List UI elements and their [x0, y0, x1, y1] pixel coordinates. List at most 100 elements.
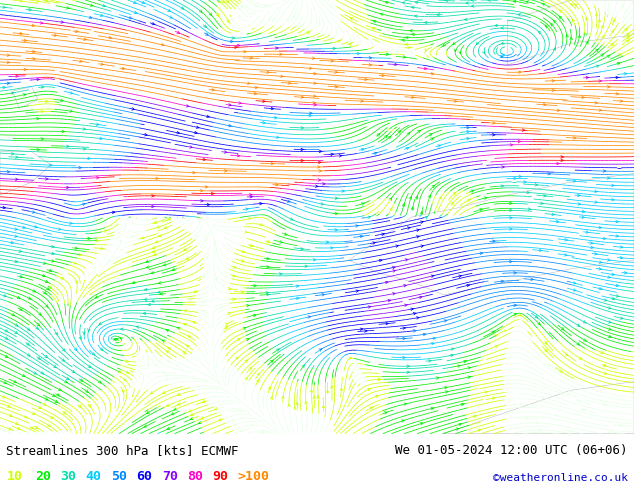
FancyArrowPatch shape [100, 14, 103, 17]
FancyArrowPatch shape [191, 413, 193, 416]
FancyArrowPatch shape [608, 307, 611, 309]
FancyArrowPatch shape [79, 253, 81, 256]
FancyArrowPatch shape [143, 312, 146, 315]
FancyArrowPatch shape [526, 0, 529, 3]
FancyArrowPatch shape [322, 294, 325, 296]
FancyArrowPatch shape [318, 161, 321, 164]
FancyArrowPatch shape [561, 327, 564, 330]
FancyArrowPatch shape [11, 92, 13, 95]
FancyArrowPatch shape [83, 332, 86, 334]
FancyArrowPatch shape [415, 196, 417, 199]
FancyArrowPatch shape [617, 62, 620, 65]
FancyArrowPatch shape [561, 159, 564, 162]
FancyArrowPatch shape [267, 257, 269, 260]
FancyArrowPatch shape [406, 36, 408, 39]
FancyArrowPatch shape [237, 339, 240, 341]
FancyArrowPatch shape [467, 130, 469, 133]
FancyArrowPatch shape [330, 386, 333, 388]
FancyArrowPatch shape [37, 323, 40, 326]
FancyArrowPatch shape [392, 267, 395, 269]
FancyArrowPatch shape [65, 381, 67, 383]
FancyArrowPatch shape [583, 320, 586, 323]
Text: 30: 30 [60, 470, 76, 483]
FancyArrowPatch shape [386, 53, 389, 55]
FancyArrowPatch shape [403, 356, 405, 359]
FancyArrowPatch shape [545, 342, 547, 344]
FancyArrowPatch shape [153, 253, 157, 256]
FancyArrowPatch shape [429, 360, 431, 362]
FancyArrowPatch shape [419, 296, 422, 298]
FancyArrowPatch shape [518, 14, 521, 16]
FancyArrowPatch shape [459, 423, 462, 426]
FancyArrowPatch shape [388, 299, 391, 302]
FancyArrowPatch shape [160, 293, 163, 295]
FancyArrowPatch shape [599, 80, 602, 82]
FancyArrowPatch shape [510, 202, 512, 205]
FancyArrowPatch shape [43, 403, 46, 405]
FancyArrowPatch shape [542, 3, 545, 5]
FancyArrowPatch shape [67, 7, 69, 9]
FancyArrowPatch shape [595, 49, 598, 52]
FancyArrowPatch shape [573, 19, 574, 22]
FancyArrowPatch shape [36, 426, 38, 428]
FancyArrowPatch shape [24, 416, 27, 418]
FancyArrowPatch shape [471, 0, 474, 1]
FancyArrowPatch shape [553, 48, 556, 50]
FancyArrowPatch shape [624, 271, 627, 274]
FancyArrowPatch shape [184, 310, 187, 312]
FancyArrowPatch shape [458, 275, 462, 277]
FancyArrowPatch shape [432, 185, 435, 188]
FancyArrowPatch shape [313, 101, 316, 104]
FancyArrowPatch shape [321, 203, 323, 205]
FancyArrowPatch shape [626, 33, 629, 36]
FancyArrowPatch shape [43, 262, 46, 264]
FancyArrowPatch shape [268, 387, 271, 390]
FancyArrowPatch shape [16, 75, 18, 77]
FancyArrowPatch shape [569, 430, 572, 432]
FancyArrowPatch shape [361, 100, 363, 102]
FancyArrowPatch shape [167, 427, 170, 430]
FancyArrowPatch shape [206, 257, 209, 259]
FancyArrowPatch shape [271, 107, 274, 110]
FancyArrowPatch shape [309, 112, 312, 115]
FancyArrowPatch shape [335, 212, 338, 215]
FancyArrowPatch shape [410, 52, 413, 54]
FancyArrowPatch shape [212, 89, 214, 91]
FancyArrowPatch shape [231, 18, 233, 21]
FancyArrowPatch shape [79, 60, 82, 62]
Text: 80: 80 [187, 470, 203, 483]
FancyArrowPatch shape [228, 312, 230, 315]
FancyArrowPatch shape [109, 36, 112, 39]
FancyArrowPatch shape [556, 220, 559, 223]
FancyArrowPatch shape [27, 328, 30, 330]
FancyArrowPatch shape [41, 138, 44, 140]
FancyArrowPatch shape [403, 2, 405, 4]
FancyArrowPatch shape [34, 225, 37, 228]
FancyArrowPatch shape [36, 327, 39, 329]
FancyArrowPatch shape [468, 376, 470, 378]
FancyArrowPatch shape [370, 407, 373, 409]
FancyArrowPatch shape [131, 370, 134, 372]
FancyArrowPatch shape [193, 172, 195, 174]
FancyArrowPatch shape [201, 417, 204, 419]
FancyArrowPatch shape [247, 304, 249, 307]
FancyArrowPatch shape [45, 0, 48, 2]
FancyArrowPatch shape [233, 274, 235, 277]
FancyArrowPatch shape [411, 207, 413, 210]
FancyArrowPatch shape [573, 137, 576, 139]
FancyArrowPatch shape [238, 102, 241, 104]
FancyArrowPatch shape [145, 298, 147, 300]
FancyArrowPatch shape [616, 76, 618, 79]
FancyArrowPatch shape [415, 15, 417, 18]
FancyArrowPatch shape [431, 73, 434, 75]
FancyArrowPatch shape [228, 287, 231, 290]
FancyArrowPatch shape [428, 195, 430, 198]
FancyArrowPatch shape [309, 115, 311, 117]
FancyArrowPatch shape [385, 135, 387, 138]
FancyArrowPatch shape [46, 100, 48, 102]
FancyArrowPatch shape [494, 335, 497, 337]
FancyArrowPatch shape [250, 196, 252, 198]
FancyArrowPatch shape [15, 331, 18, 334]
FancyArrowPatch shape [564, 254, 567, 256]
FancyArrowPatch shape [66, 377, 69, 379]
